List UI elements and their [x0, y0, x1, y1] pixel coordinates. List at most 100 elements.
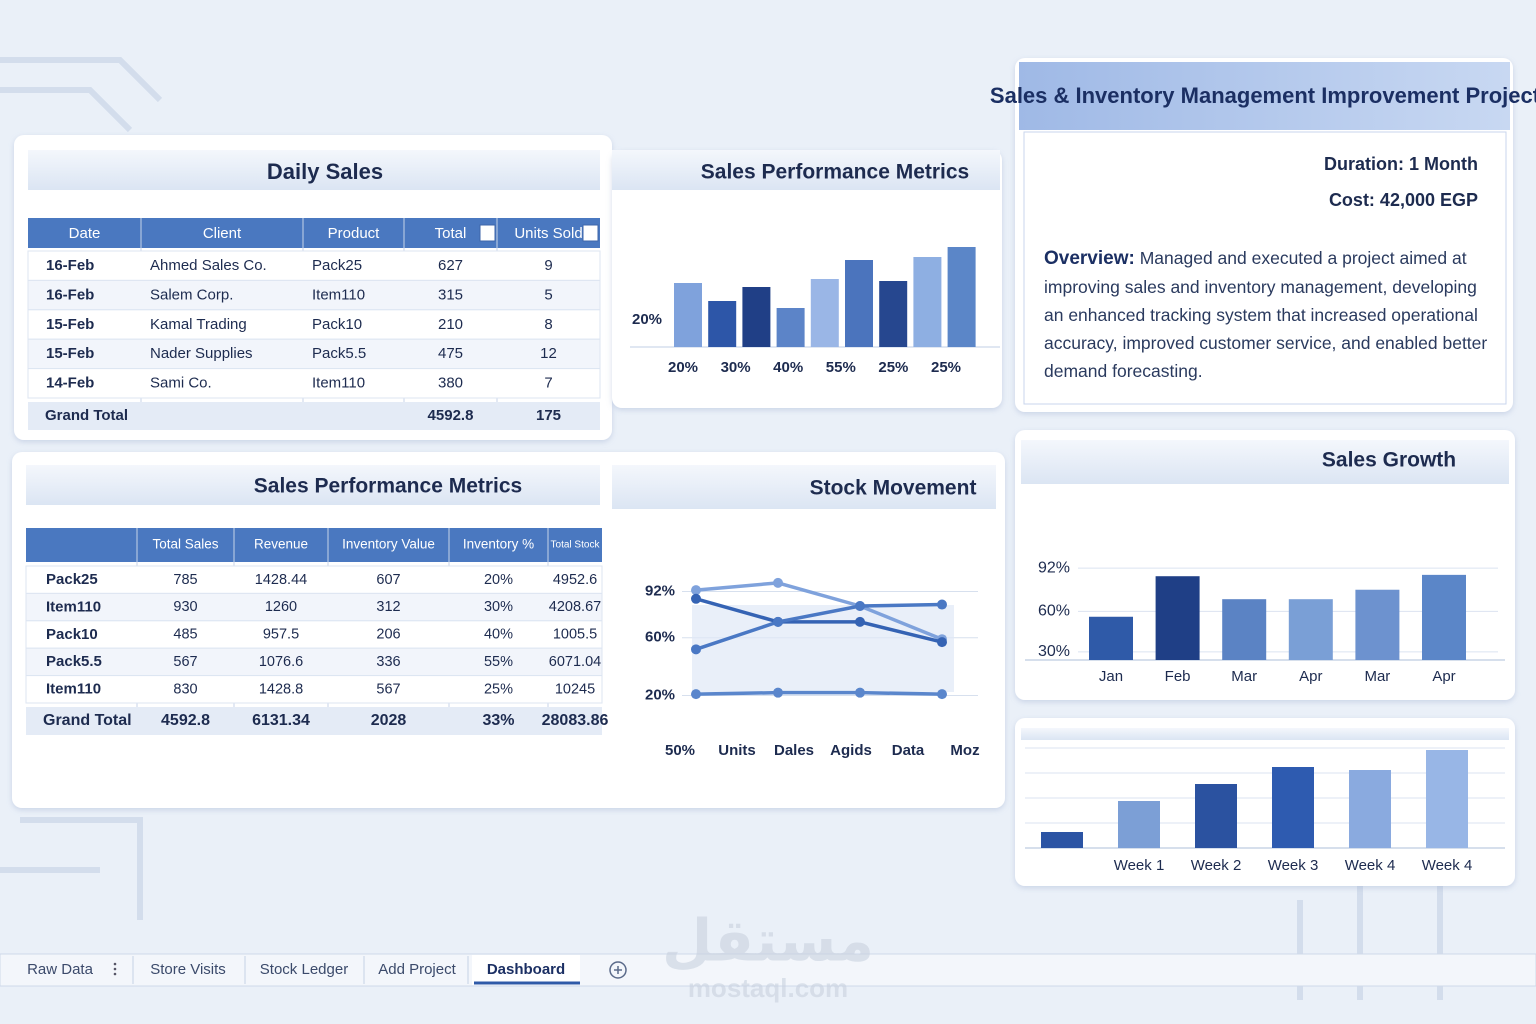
- cell: Item110: [312, 375, 365, 392]
- x-tick-label: 55%: [826, 359, 856, 376]
- table-row: [25, 620, 603, 649]
- bar: [1349, 770, 1391, 848]
- x-tick-label: Agids: [830, 742, 872, 759]
- bar: [1118, 801, 1160, 848]
- sheet-tab[interactable]: Raw Data: [27, 961, 94, 978]
- total-value: 4592.8: [161, 712, 210, 729]
- total-value: 28083.86: [542, 712, 609, 729]
- column-header: Inventory Value: [342, 537, 435, 552]
- cell: 4208.67: [549, 599, 601, 615]
- cell: 930: [173, 599, 197, 615]
- cell: Item110: [46, 681, 101, 698]
- project-overview: Overview: Managed and executed a project…: [1044, 244, 1494, 385]
- point: [691, 644, 701, 655]
- cell: 1076.6: [259, 654, 303, 670]
- total-value: 33%: [482, 712, 514, 729]
- column-header: Total Sales: [152, 537, 218, 552]
- x-tick-label: Week 4: [1345, 857, 1396, 874]
- cell: 8: [544, 316, 552, 333]
- bar: [1089, 616, 1133, 660]
- total-row: [26, 707, 602, 735]
- cell: 485: [173, 627, 197, 643]
- cell: Ahmed Sales Co.: [150, 257, 267, 274]
- cell: 6071.04: [549, 654, 601, 670]
- sheet-tab[interactable]: Dashboard: [487, 961, 565, 978]
- x-tick-label: 20%: [668, 359, 698, 376]
- panel-header: [612, 150, 1000, 190]
- active-tab: [472, 955, 580, 985]
- tab-menu-dot: [113, 967, 117, 971]
- panel-body: [1023, 131, 1507, 405]
- cell: 1428.8: [259, 681, 303, 697]
- x-tick-label: 50%: [665, 742, 695, 759]
- series-line: [695, 597, 943, 644]
- y-tick-label: 20%: [645, 687, 675, 704]
- y-tick-label: 60%: [1038, 603, 1070, 620]
- x-tick-label: Data: [892, 742, 925, 759]
- total-row: [28, 402, 600, 430]
- cell: Item110: [312, 286, 365, 303]
- cell: 20%: [484, 572, 513, 588]
- cell: 1005.5: [553, 627, 597, 643]
- cell: Sami Co.: [150, 375, 212, 392]
- total-value: 2028: [371, 712, 407, 729]
- x-tick-label: Dales: [774, 742, 814, 759]
- sheet-tab[interactable]: Store Visits: [150, 961, 226, 978]
- point: [773, 616, 783, 627]
- cell: 315: [438, 286, 463, 303]
- cell: Kamal Trading: [150, 316, 247, 333]
- bar: [1195, 784, 1237, 848]
- x-tick-label: Week 4: [1422, 857, 1473, 874]
- table-row: [27, 368, 601, 399]
- column-header: Client: [203, 225, 242, 242]
- x-tick-label: Week 1: [1114, 857, 1165, 874]
- y-tick-label: 92%: [645, 583, 675, 600]
- bar: [1272, 767, 1314, 848]
- table-header: [26, 528, 602, 562]
- filter-button: [582, 224, 599, 242]
- total-value: 175: [536, 407, 561, 424]
- column-header: Inventory %: [463, 537, 534, 552]
- column-header: Total Stock: [551, 540, 601, 551]
- cell: 14-Feb: [46, 375, 94, 392]
- series-line: [695, 581, 943, 641]
- total-value: 4592.8: [428, 407, 474, 424]
- cell: 336: [376, 654, 400, 670]
- cell: 830: [173, 681, 197, 697]
- cell: 15-Feb: [46, 345, 94, 362]
- cell: 12: [540, 345, 557, 362]
- panel-header: [26, 465, 600, 505]
- table-row: [25, 675, 603, 704]
- cell: 7: [544, 375, 552, 392]
- sheet-tab[interactable]: Stock Ledger: [260, 961, 348, 978]
- sheet-tab[interactable]: Add Project: [378, 961, 456, 978]
- cell: Pack5.5: [46, 653, 102, 670]
- table-row: [27, 250, 601, 281]
- cell: 16-Feb: [46, 286, 94, 303]
- axis-label: 20%: [632, 311, 662, 328]
- panel-header: [612, 465, 996, 509]
- point: [773, 687, 783, 698]
- cell: 25%: [484, 681, 513, 697]
- watermark: مستقل: [662, 908, 874, 973]
- tab-bar: [0, 953, 1536, 987]
- overview-text: Managed and executed a project aimed at …: [1044, 248, 1488, 381]
- cell: Pack5.5: [312, 345, 366, 362]
- cell: 607: [376, 572, 400, 588]
- add-sheet-button[interactable]: [609, 961, 627, 979]
- point: [691, 593, 701, 604]
- cell: 312: [376, 599, 400, 615]
- table-header: [28, 218, 600, 248]
- x-tick-label: Units: [718, 742, 756, 759]
- bar: [1355, 589, 1400, 660]
- x-tick-label: 40%: [773, 359, 803, 376]
- cell: 380: [438, 375, 463, 392]
- tab-menu-dot: [113, 962, 117, 966]
- cell: 627: [438, 257, 463, 274]
- cell: Item110: [46, 598, 101, 615]
- bar: [1155, 576, 1200, 660]
- bar: [776, 308, 805, 347]
- cell: 40%: [484, 627, 513, 643]
- point: [937, 689, 947, 700]
